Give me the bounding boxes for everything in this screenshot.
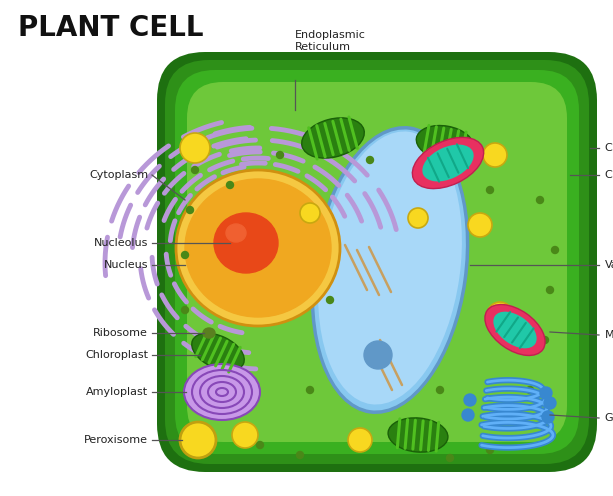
Circle shape [552,247,558,253]
Circle shape [367,157,373,164]
Circle shape [462,409,474,421]
Circle shape [487,446,493,453]
Circle shape [186,206,194,213]
Ellipse shape [422,144,474,182]
Text: Nucleolus: Nucleolus [94,238,148,248]
Text: Cell Wall: Cell Wall [605,143,613,153]
Text: Endoplasmic
Reticulum: Endoplasmic Reticulum [295,30,366,52]
Circle shape [306,386,313,393]
Circle shape [547,287,554,294]
Ellipse shape [318,131,462,405]
Circle shape [180,422,216,458]
Circle shape [191,167,199,174]
Circle shape [327,297,333,304]
Circle shape [180,133,210,163]
Circle shape [468,213,492,237]
Circle shape [276,151,283,159]
Ellipse shape [185,179,331,317]
Text: Amyloplast: Amyloplast [86,387,148,397]
Circle shape [232,422,258,448]
Text: Mitochondria: Mitochondria [605,330,613,340]
Circle shape [540,387,552,399]
Ellipse shape [364,341,392,369]
Circle shape [527,386,533,393]
Circle shape [483,143,507,167]
Ellipse shape [416,125,474,161]
Ellipse shape [203,328,215,338]
Ellipse shape [184,364,260,420]
Circle shape [542,411,554,423]
Ellipse shape [311,126,470,414]
Circle shape [300,203,320,223]
Text: Ribosome: Ribosome [93,328,148,338]
Circle shape [436,386,443,393]
Ellipse shape [226,224,246,242]
Text: Chloroplast: Chloroplast [85,350,148,360]
Circle shape [446,454,454,461]
Circle shape [427,172,433,179]
Ellipse shape [388,418,448,452]
Circle shape [256,441,264,448]
Circle shape [487,302,513,328]
Circle shape [181,251,189,258]
Circle shape [541,336,549,344]
Ellipse shape [314,129,466,411]
Ellipse shape [176,170,340,326]
FancyBboxPatch shape [165,60,589,464]
Circle shape [408,208,428,228]
Circle shape [207,367,213,373]
Circle shape [544,397,556,409]
FancyBboxPatch shape [187,82,567,442]
Ellipse shape [302,118,364,158]
Ellipse shape [493,311,537,348]
Circle shape [536,196,544,203]
Circle shape [348,428,372,452]
FancyBboxPatch shape [175,70,579,454]
FancyBboxPatch shape [157,52,597,472]
Text: Vacuole: Vacuole [605,260,613,270]
Circle shape [226,182,234,188]
Text: Golgi Apparatus: Golgi Apparatus [605,413,613,423]
Text: PLANT CELL: PLANT CELL [18,14,204,42]
Ellipse shape [214,213,278,273]
Ellipse shape [192,333,244,371]
Text: Cytoplasm: Cytoplasm [89,170,148,180]
Circle shape [464,394,476,406]
Circle shape [181,307,189,313]
Text: Cell Membrane: Cell Membrane [605,170,613,180]
Text: Nucleus: Nucleus [104,260,148,270]
Ellipse shape [485,305,545,356]
Text: Peroxisome: Peroxisome [84,435,148,445]
Circle shape [297,451,303,458]
Ellipse shape [413,137,484,188]
Circle shape [487,186,493,193]
